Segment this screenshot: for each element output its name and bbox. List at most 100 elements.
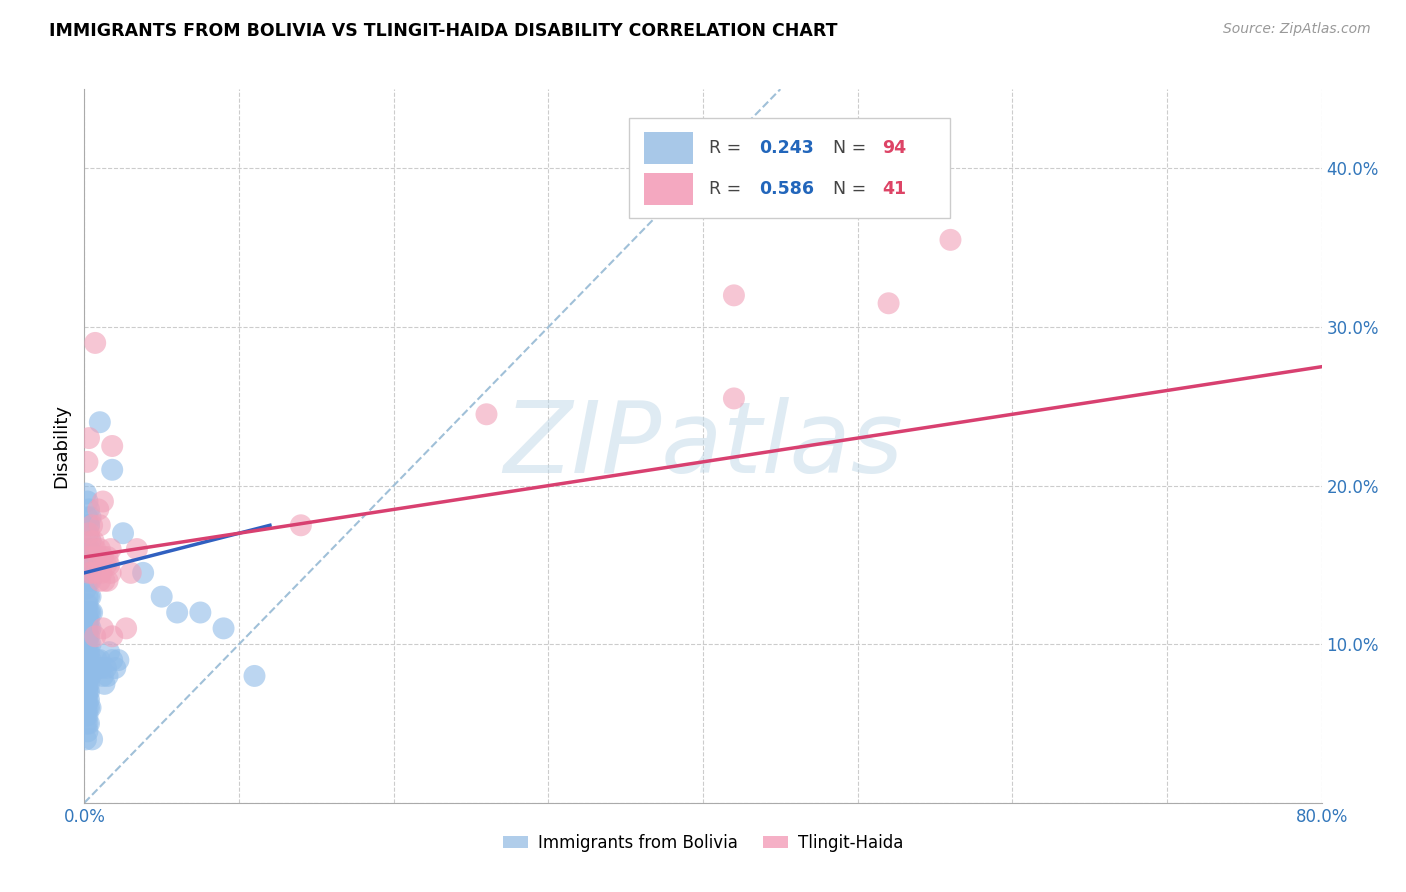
Point xyxy=(79,669,101,683)
Point xyxy=(76,549,98,564)
Text: R =: R = xyxy=(709,139,747,157)
Point xyxy=(76,669,98,683)
Point xyxy=(188,606,211,620)
Point xyxy=(77,590,100,604)
Point xyxy=(89,415,111,429)
Y-axis label: Disability: Disability xyxy=(52,404,70,488)
Point xyxy=(75,621,97,635)
Point xyxy=(75,716,97,731)
Point xyxy=(76,685,98,699)
Point xyxy=(290,518,312,533)
Point xyxy=(90,566,112,580)
Point xyxy=(79,653,101,667)
Point xyxy=(212,621,235,635)
Text: Source: ZipAtlas.com: Source: ZipAtlas.com xyxy=(1223,22,1371,37)
Point xyxy=(877,296,900,310)
Point xyxy=(77,637,100,651)
Point xyxy=(87,549,110,564)
Point xyxy=(75,549,97,564)
Point xyxy=(79,637,101,651)
Point xyxy=(79,700,101,714)
Point xyxy=(89,653,111,667)
Point xyxy=(79,510,101,524)
Point xyxy=(75,637,97,651)
Point xyxy=(77,526,100,541)
Point xyxy=(104,661,127,675)
Point xyxy=(79,621,101,635)
Point xyxy=(96,574,118,588)
Point xyxy=(77,518,100,533)
Point xyxy=(243,669,266,683)
Point xyxy=(76,685,98,699)
Point xyxy=(91,549,114,564)
Point xyxy=(87,502,110,516)
Point xyxy=(83,549,105,564)
Text: N =: N = xyxy=(832,180,872,198)
Point xyxy=(77,685,100,699)
Point xyxy=(76,708,98,723)
Point xyxy=(100,566,122,580)
Point xyxy=(101,463,124,477)
Text: 94: 94 xyxy=(883,139,907,157)
Point xyxy=(76,614,98,628)
Point xyxy=(76,661,98,675)
Point xyxy=(89,542,111,557)
Point xyxy=(76,677,98,691)
Point xyxy=(79,574,101,588)
Point xyxy=(94,661,117,675)
Point xyxy=(76,724,98,739)
Point xyxy=(82,606,104,620)
Point xyxy=(82,566,104,580)
Point xyxy=(76,692,98,706)
Point xyxy=(75,653,97,667)
Point xyxy=(76,629,98,643)
Text: 0.586: 0.586 xyxy=(759,180,814,198)
Point xyxy=(79,590,101,604)
Point xyxy=(76,637,98,651)
Point xyxy=(75,582,97,596)
Point xyxy=(76,574,98,588)
Point xyxy=(723,392,745,406)
Point xyxy=(77,716,100,731)
Point xyxy=(79,566,101,580)
Point xyxy=(96,669,118,683)
Point xyxy=(76,510,98,524)
Point xyxy=(75,732,97,747)
Point xyxy=(77,566,100,580)
Point xyxy=(77,653,100,667)
Point xyxy=(132,566,155,580)
Point xyxy=(76,455,98,469)
Point xyxy=(93,677,115,691)
Point xyxy=(75,708,97,723)
Point xyxy=(91,494,114,508)
Point xyxy=(77,677,100,691)
Point xyxy=(77,502,100,516)
Point xyxy=(76,598,98,612)
Point xyxy=(115,621,138,635)
Point xyxy=(77,614,100,628)
Point xyxy=(79,606,101,620)
Point xyxy=(100,542,122,557)
Point xyxy=(75,606,97,620)
Point xyxy=(125,542,148,557)
Point xyxy=(77,692,100,706)
Point xyxy=(77,542,100,557)
Point xyxy=(112,526,135,541)
Point xyxy=(101,629,124,643)
Point xyxy=(76,526,98,541)
Point xyxy=(87,661,110,675)
Point xyxy=(76,621,98,635)
Point xyxy=(475,407,498,421)
Point xyxy=(77,431,100,445)
Point xyxy=(98,645,121,659)
Point xyxy=(166,606,188,620)
Point xyxy=(76,645,98,659)
Point xyxy=(77,574,100,588)
Point xyxy=(84,542,107,557)
Text: IMMIGRANTS FROM BOLIVIA VS TLINGIT-HAIDA DISABILITY CORRELATION CHART: IMMIGRANTS FROM BOLIVIA VS TLINGIT-HAIDA… xyxy=(49,22,838,40)
FancyBboxPatch shape xyxy=(628,118,950,218)
Point xyxy=(76,542,98,557)
Point xyxy=(101,653,124,667)
Point xyxy=(93,574,115,588)
Point xyxy=(77,606,100,620)
